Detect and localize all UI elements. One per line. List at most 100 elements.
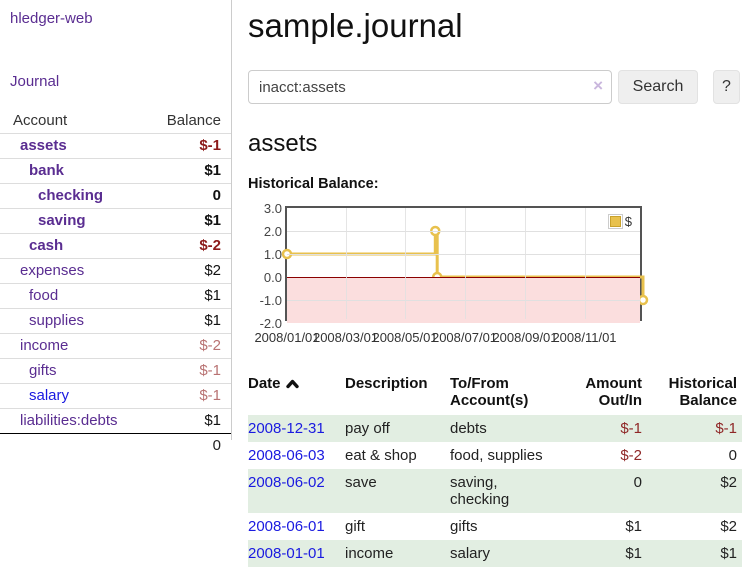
amount-header: Amount Out/In bbox=[585, 375, 642, 409]
gridline bbox=[287, 231, 640, 232]
register-date-link[interactable]: 2008-01-01 bbox=[248, 545, 325, 562]
account-column-header: Account bbox=[0, 109, 141, 134]
account-balance: $-2 bbox=[199, 337, 221, 354]
register-date-link[interactable]: 2008-06-02 bbox=[248, 474, 325, 491]
data-point-marker bbox=[637, 294, 649, 306]
account-row: gifts $-1 bbox=[0, 359, 231, 384]
chart-title: Historical Balance: bbox=[248, 176, 379, 192]
account-link[interactable]: assets bbox=[20, 137, 67, 154]
description-cell: income bbox=[345, 545, 394, 562]
y-axis-label: 2.0 bbox=[263, 224, 282, 239]
plot-area: $ 3.0 2.0 1.0 0.0 -1.0 -2.0 2008/01/01 2008/03/… bbox=[254, 201, 649, 345]
register-row: 2008-06-01 gift gifts $1 $2 bbox=[248, 513, 742, 540]
search-input[interactable] bbox=[248, 70, 612, 104]
app-title-link[interactable]: hledger-web bbox=[10, 10, 93, 27]
balance-cell: $1 bbox=[720, 545, 737, 562]
account-row: supplies $1 bbox=[0, 309, 231, 334]
legend-swatch bbox=[609, 216, 621, 227]
description-header: Description bbox=[345, 375, 428, 392]
accounts-table: Account Balance assets $-1 bank $1 checking 0… bbox=[0, 109, 231, 457]
account-balance: $-2 bbox=[199, 237, 221, 254]
register-date-link[interactable]: 2008-12-31 bbox=[248, 420, 325, 437]
account-balance: $1 bbox=[204, 287, 221, 304]
gridline bbox=[464, 208, 466, 319]
legend-swatch-box bbox=[607, 214, 623, 229]
journal-link[interactable]: Journal bbox=[10, 73, 60, 90]
sort-date-header[interactable]: Date bbox=[248, 373, 345, 415]
y-axis-label: 0.0 bbox=[263, 270, 282, 285]
main-content: sample.journal × Search ? assets Histori… bbox=[232, 0, 742, 567]
gridline bbox=[345, 208, 347, 319]
account-balance: $1 bbox=[204, 412, 221, 429]
account-link[interactable]: expenses bbox=[20, 262, 85, 279]
register-table: Date Description To/From Account(s) Amou… bbox=[248, 373, 742, 567]
register-date-link[interactable]: 2008-06-01 bbox=[248, 518, 325, 535]
account-row: salary $-1 bbox=[0, 384, 231, 409]
description-cell: gift bbox=[345, 518, 366, 535]
page-title: sample.journal bbox=[248, 7, 463, 44]
account-row: expenses $2 bbox=[0, 259, 231, 284]
account-link[interactable]: salary bbox=[29, 387, 70, 404]
account-row: bank $1 bbox=[0, 159, 231, 184]
account-link[interactable]: saving bbox=[38, 212, 86, 229]
account-row: income $-2 bbox=[0, 334, 231, 359]
account-row: liabilities:debts $1 bbox=[0, 409, 231, 434]
clear-search-icon[interactable]: × bbox=[593, 76, 603, 95]
amount-cell: $1 bbox=[625, 518, 642, 535]
account-balance: $-1 bbox=[199, 137, 221, 154]
account-link[interactable]: bank bbox=[29, 162, 65, 179]
x-axis-label: 2008/07/01 bbox=[431, 330, 498, 345]
account-row: assets $-1 bbox=[0, 134, 231, 159]
balance-header: Historical Balance bbox=[668, 375, 737, 409]
account-row: checking 0 bbox=[0, 184, 231, 209]
account-row: saving $1 bbox=[0, 209, 231, 234]
register-row: 2008-06-03 eat & shop food, supplies $-2 0 bbox=[248, 442, 742, 469]
gridline bbox=[287, 300, 640, 301]
description-cell: pay off bbox=[345, 420, 390, 437]
account-link[interactable]: checking bbox=[38, 187, 104, 204]
x-axis-label: 2008/11/01 bbox=[552, 330, 617, 345]
accounts-cell: saving, checking bbox=[450, 474, 510, 508]
account-link[interactable]: liabilities:debts bbox=[20, 412, 118, 429]
y-axis-label: -1.0 bbox=[259, 293, 282, 308]
sidebar: hledger-web Journal Account Balance asse… bbox=[0, 0, 232, 454]
x-axis-label: 2008/03/01 bbox=[312, 330, 379, 345]
account-balance: $1 bbox=[204, 212, 221, 229]
account-link[interactable]: supplies bbox=[29, 312, 85, 329]
account-balance: $1 bbox=[204, 162, 221, 179]
gridline bbox=[584, 208, 586, 319]
chart-legend: $ bbox=[605, 213, 634, 230]
accounts-total-row: 0 bbox=[0, 434, 231, 458]
amount-cell: $-2 bbox=[620, 447, 642, 464]
sort-asc-icon bbox=[285, 376, 299, 393]
register-date-link[interactable]: 2008-06-03 bbox=[248, 447, 325, 464]
account-balance: 0 bbox=[212, 187, 221, 204]
account-row: food $1 bbox=[0, 284, 231, 309]
search-bar: × Search ? bbox=[248, 70, 742, 104]
accounts-cell: debts bbox=[450, 420, 487, 437]
account-balance: $-1 bbox=[199, 387, 221, 404]
account-balance: $-1 bbox=[199, 362, 221, 379]
help-button[interactable]: ? bbox=[713, 70, 740, 104]
search-button[interactable]: Search bbox=[618, 70, 698, 104]
description-cell: save bbox=[345, 474, 377, 491]
account-link[interactable]: food bbox=[29, 287, 59, 304]
gridline bbox=[287, 254, 640, 255]
gridline bbox=[525, 208, 526, 319]
gridline bbox=[405, 208, 407, 319]
accounts-cell: gifts bbox=[450, 518, 478, 535]
account-link[interactable]: income bbox=[20, 337, 69, 354]
account-link[interactable]: cash bbox=[29, 237, 64, 254]
accounts-header: To/From Account(s) bbox=[450, 375, 529, 409]
account-balance: $2 bbox=[204, 262, 221, 279]
balance-cell: $2 bbox=[720, 518, 737, 535]
account-link[interactable]: gifts bbox=[29, 362, 57, 379]
amount-cell: 0 bbox=[633, 474, 642, 491]
accounts-header-row: Account Balance bbox=[0, 109, 231, 134]
accounts-total-value: 0 bbox=[212, 437, 221, 454]
balance-cell: $-1 bbox=[715, 420, 737, 437]
balance-column-header: Balance bbox=[140, 109, 231, 134]
account-heading: assets bbox=[248, 130, 318, 157]
x-axis-label: 2008/09/01 bbox=[492, 330, 558, 345]
register-row: 2008-06-02 save saving, checking 0 $2 bbox=[248, 469, 742, 513]
